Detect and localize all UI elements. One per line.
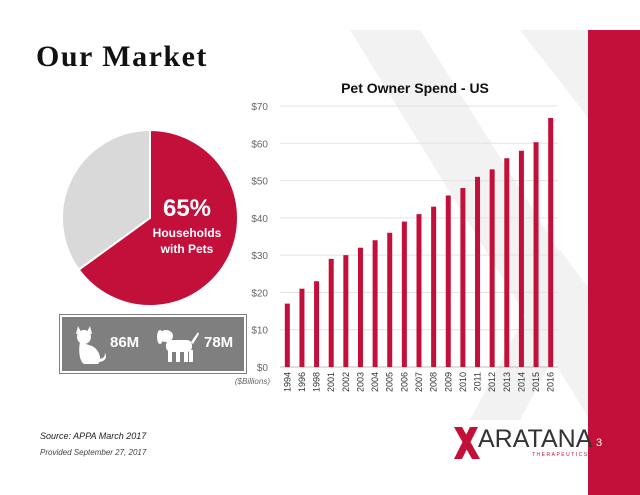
y-tick-label: $60 xyxy=(251,139,268,150)
x-tick-label: 2006 xyxy=(399,372,409,392)
x-tick-label: 2002 xyxy=(341,372,351,392)
x-tick-label: 2016 xyxy=(546,372,556,392)
x-tick-label: 2014 xyxy=(516,372,526,392)
pie-percent-label: 65% xyxy=(162,195,212,222)
x-tick-label: 2009 xyxy=(443,372,453,392)
pie-slice-other xyxy=(61,128,151,272)
side-accent-strip xyxy=(588,30,640,495)
pie-slice-households-with-pets xyxy=(77,128,239,307)
x-tick-label: 2007 xyxy=(414,372,424,392)
pie-caption: Households with Pets xyxy=(140,225,234,257)
y-unit-label: ($Billions) xyxy=(235,377,270,386)
bar xyxy=(416,214,422,367)
y-tick-label: $40 xyxy=(251,214,268,225)
pie-caption-line2: with Pets xyxy=(160,242,214,256)
pet-counts-box: 86M 78M xyxy=(59,314,247,374)
x-tick-label: 2015 xyxy=(531,372,541,392)
x-tick-label: 2005 xyxy=(385,372,395,392)
y-tick-label: $0 xyxy=(257,363,269,374)
y-tick-label: $10 xyxy=(251,326,268,337)
x-tick-label: 2013 xyxy=(502,372,512,392)
bar xyxy=(489,169,495,367)
x-tick-label: 1994 xyxy=(282,372,292,392)
x-tick-label: 2010 xyxy=(458,372,468,392)
dog-icon xyxy=(157,330,199,362)
x-tick-label: 2004 xyxy=(370,372,380,392)
bar xyxy=(431,206,437,367)
bar xyxy=(518,150,524,367)
cat-icon xyxy=(76,326,106,364)
pie-caption-line1: Households xyxy=(152,226,222,240)
logo-name: ARATANA xyxy=(478,425,593,453)
cat-count: 86M xyxy=(110,334,140,351)
x-tick-label: 2003 xyxy=(355,372,365,392)
bar xyxy=(343,255,349,367)
x-tick-label: 2011 xyxy=(473,372,483,391)
bar xyxy=(357,247,363,367)
x-tick-label: 2008 xyxy=(429,372,439,392)
logo-tagline: THERAPEUTICS xyxy=(532,452,589,458)
y-tick-label: $50 xyxy=(251,177,268,188)
slide-title: Our Market xyxy=(36,40,208,73)
bar xyxy=(445,195,451,367)
bar xyxy=(314,281,320,367)
x-tick-label: 2012 xyxy=(487,372,497,392)
bar xyxy=(504,158,510,367)
provided-note: Provided September 27, 2017 xyxy=(40,448,147,457)
y-tick-label: $30 xyxy=(251,251,268,262)
bar xyxy=(548,117,554,367)
bar xyxy=(533,142,539,367)
bar xyxy=(284,303,290,367)
x-tick-label: 2001 xyxy=(326,372,336,392)
x-tick-label: 1996 xyxy=(297,372,307,392)
bar xyxy=(475,176,481,367)
bar xyxy=(372,240,378,367)
bar xyxy=(401,221,407,367)
bar xyxy=(299,288,305,367)
y-tick-label: $70 xyxy=(251,102,268,113)
page-number: 3 xyxy=(596,437,603,449)
bar xyxy=(328,258,334,367)
logo-x-mark xyxy=(454,427,480,459)
dog-count: 78M xyxy=(204,334,234,351)
bar xyxy=(460,188,466,367)
chart-title: Pet Owner Spend - US xyxy=(341,80,489,96)
bar xyxy=(387,232,393,367)
y-tick-label: $20 xyxy=(251,288,268,299)
x-tick-label: 1998 xyxy=(312,372,322,392)
source-note: Source: APPA March 2017 xyxy=(40,431,147,441)
aratana-logo: ARATANA THERAPEUTICS xyxy=(452,425,592,465)
